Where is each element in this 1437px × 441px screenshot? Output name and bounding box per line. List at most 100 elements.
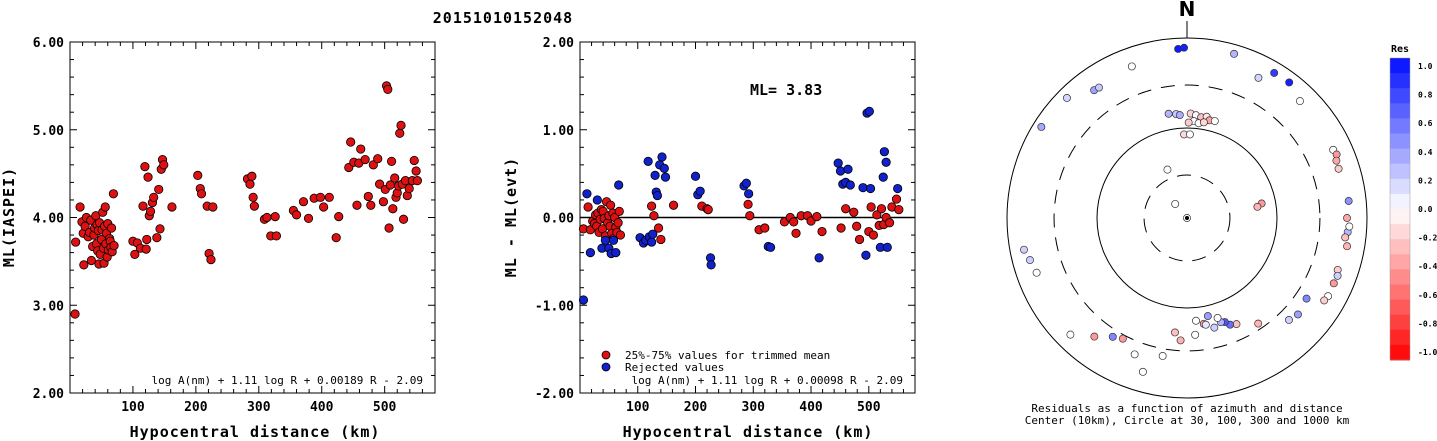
residual-x-tick-label: 500 <box>857 400 881 415</box>
station-residual-point <box>1329 279 1338 288</box>
magnitude-data-point <box>346 137 356 147</box>
residual-data-point <box>614 180 624 190</box>
magnitude-data-point <box>142 234 152 245</box>
magnitude-panel: 2.00 3.00 4.00 5.00 6.00 100 200 300 400 500 log… <box>0 36 436 441</box>
magnitude-data-point <box>71 237 81 247</box>
residual-y-tick-label: 2.00 <box>543 36 574 51</box>
station-residual-point <box>1213 314 1222 322</box>
colorbar-cell <box>1390 178 1410 195</box>
station-residual-point <box>1294 310 1302 319</box>
colorbar-cell <box>1390 148 1410 165</box>
magnitude-data-point <box>291 210 302 220</box>
station-residuals <box>1020 43 1354 376</box>
residual-data-point <box>854 234 865 245</box>
magnitude-data-point <box>375 179 385 189</box>
colorbar-cell <box>1390 254 1410 270</box>
residual-data-point <box>647 201 657 211</box>
residual-data-point <box>893 183 903 194</box>
station-residual-point <box>1175 111 1184 120</box>
magnitude-data-point <box>248 192 258 202</box>
colorbar-cell <box>1390 103 1410 119</box>
magnitude-data-point <box>366 200 376 210</box>
magnitude-data-point <box>378 197 388 207</box>
magnitude-data-point <box>270 212 280 222</box>
residual-x-ticks: 100 200 300 400 500 <box>591 42 904 415</box>
magnitude-x-tick-label: 300 <box>247 400 271 415</box>
residual-data-point <box>868 230 879 240</box>
residual-data-point <box>744 189 754 199</box>
station-residual-point <box>1127 62 1136 71</box>
residual-x-tick-label: 200 <box>684 400 708 415</box>
station-residual-point <box>1163 165 1172 174</box>
station-residual-point <box>1138 367 1147 376</box>
ml-annotation: ML= 3.83 <box>750 81 822 99</box>
magnitude-data-point <box>149 192 159 202</box>
residual-data-point <box>741 178 751 188</box>
station-residual-point <box>1295 97 1304 106</box>
residual-data-point <box>836 223 846 233</box>
station-residual-point <box>1095 83 1103 92</box>
station-residual-point <box>1191 330 1200 339</box>
residual-data-point <box>695 186 705 196</box>
colorbar-tick-label: 0.0 <box>1418 205 1433 214</box>
residual-panel: -2.00 -1.00 0.00 1.00 2.00 100 200 300 400 500 M… <box>502 36 916 441</box>
magnitude-data-point <box>368 160 378 170</box>
magnitude-data-point <box>249 201 259 211</box>
colorbar-cell <box>1390 209 1410 225</box>
magnitude-data-point <box>363 191 373 202</box>
colorbar-title: Res <box>1391 44 1409 55</box>
colorbar-tick-label: -0.2 <box>1418 234 1437 243</box>
magnitude-data-point <box>141 244 151 254</box>
colorbar-tick-label: 0.6 <box>1418 119 1433 128</box>
residual-legend: 25%-75% values for trimmed mean Rejected… <box>601 349 830 374</box>
magnitude-data-point <box>154 184 164 195</box>
residual-data-point <box>884 218 895 228</box>
ring-100km <box>1096 127 1278 309</box>
station-residual-point <box>1185 130 1194 139</box>
station-residual-point <box>1130 350 1139 359</box>
station-residual-point <box>1192 316 1200 325</box>
residual-y-tick-label: 1.00 <box>543 124 574 139</box>
residual-data-point <box>652 190 662 201</box>
magnitude-data-point <box>152 233 162 243</box>
magnitude-data-point <box>208 202 218 212</box>
station-residual-point <box>1066 330 1075 339</box>
station-residual-point <box>1184 118 1193 127</box>
residual-data-point <box>879 147 889 157</box>
residual-data-point <box>613 218 623 228</box>
residual-data-point <box>872 210 882 220</box>
station-residual-point <box>1032 268 1041 277</box>
residual-data-point <box>789 217 799 227</box>
colorbar-cell <box>1390 269 1410 285</box>
colorbar-cell <box>1390 344 1410 361</box>
station-residual-point <box>1201 320 1210 329</box>
station-residual-point <box>1254 73 1263 82</box>
residual-points <box>578 106 904 305</box>
station-residual-point <box>1343 214 1351 222</box>
residual-colorbar: Res 1.0 0.8 0.6 0.4 0.2 0.0 -0.2 -0.4 -0.6 -0.8 -1… <box>1389 44 1437 361</box>
legend-label-trimmed: 25%-75% values for trimmed mean <box>625 349 830 362</box>
station-residual-point <box>1199 118 1208 127</box>
epicenter-marker <box>1185 216 1189 220</box>
residual-x-tick-label: 300 <box>742 400 766 415</box>
residual-data-point <box>852 221 862 231</box>
residual-data-point <box>814 253 824 263</box>
residual-data-point <box>578 295 589 305</box>
magnitude-data-point <box>75 202 85 212</box>
colorbar-cell <box>1390 224 1410 240</box>
residual-data-point <box>606 200 616 210</box>
station-residual-point <box>1176 336 1185 345</box>
residual-y-axis-label: ML - ML(evt) <box>502 157 520 277</box>
colorbar-cell <box>1390 314 1410 331</box>
magnitude-data-point <box>79 260 89 270</box>
magnitude-data-point <box>386 156 397 166</box>
magnitude-data-point <box>271 231 282 241</box>
station-residual-point <box>1118 334 1127 343</box>
residual-x-tick-label: 400 <box>799 400 823 415</box>
residual-data-point <box>660 172 671 182</box>
station-residual-point <box>1108 332 1117 341</box>
residual-data-point <box>845 180 855 190</box>
station-residual-point <box>1345 222 1354 231</box>
station-residual-point <box>1253 202 1262 211</box>
